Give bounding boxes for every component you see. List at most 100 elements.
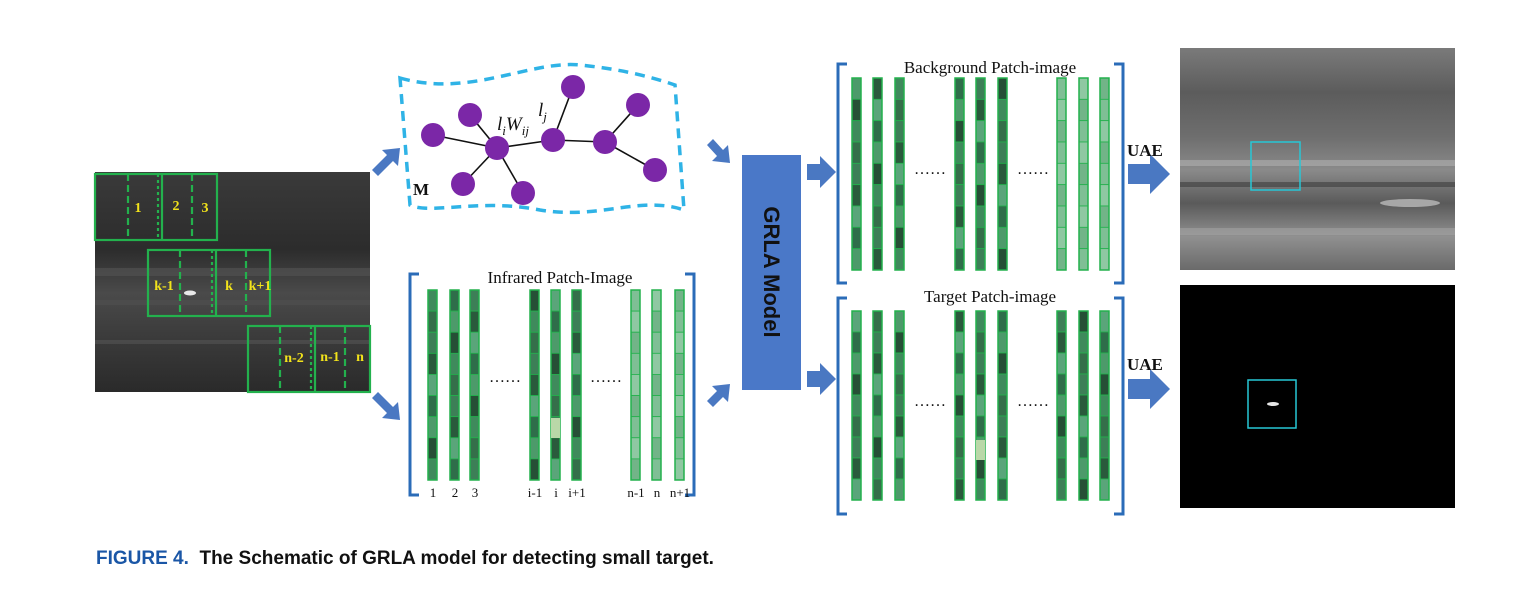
column-label-2: 2 [452,485,459,500]
target-cell [551,418,560,438]
uae-label-background: UAE [1127,141,1163,160]
patch-label-2: 2 [173,199,180,214]
patch-column [975,310,986,501]
bracket-left [836,296,847,516]
patch-column [651,289,662,481]
patch-column [872,77,883,271]
background-patch-columns [851,77,1110,271]
flow-arrows [372,139,1170,420]
manifold-label: M [413,180,429,199]
bracket-right [1114,62,1125,285]
figure-caption: FIGURE 4. The Schematic of GRLA model fo… [96,548,714,570]
arrow-to-patch-image-icon [372,392,400,420]
patch-label-k-1: k-1 [154,279,173,294]
patch-column [427,289,438,481]
graph-node [451,172,475,196]
arrow-to-target-icon [807,363,836,395]
graph-node [541,128,565,152]
patch-column [997,77,1008,271]
target-cell [976,440,985,460]
graph-node [485,136,509,160]
patch-label-n-1: n-1 [320,350,339,365]
graph-nodes [421,75,667,205]
manifold-region: liWijlj M [398,62,686,215]
arrow-patch-to-model-icon [707,384,730,407]
bracket-left [408,272,419,497]
patch-column [851,310,862,501]
target-highlight-box [1250,141,1301,191]
graph-node [643,158,667,182]
target-ellipsis-1: …… [914,393,946,410]
bracket-left [836,62,847,285]
infrared-patch-columns [427,289,685,481]
patch-column [954,77,965,271]
patch-column [894,310,905,501]
manifold-dashed-boundary [398,62,686,215]
grla-model-label: GRLA Model [759,206,784,337]
target-patch-image: Target Patch-image …… …… [836,287,1125,516]
target-output-image [1180,285,1455,508]
patch-column [550,289,561,481]
target-patch-image-title: Target Patch-image [924,287,1056,306]
background-ellipsis-2: …… [1017,161,1049,178]
infrared-patch-image: Infrared Patch-Image …… …… 1 2 3 i-1 i i… [408,268,696,500]
graph-node [458,103,482,127]
patch-column [529,289,540,481]
bracket-right [1114,296,1125,516]
patch-label-n: n [356,350,364,365]
arrow-manifold-to-model-icon [707,139,730,163]
patch-label-k: k [225,279,233,294]
patch-column [872,310,883,501]
patch-label-n-2: n-2 [284,351,303,366]
patch-column [975,77,986,271]
patch-label-1: 1 [135,201,142,216]
figure-caption-label: FIGURE 4. [96,548,189,569]
column-label-n-1: n-1 [627,485,644,500]
patch-column [1078,77,1089,271]
patch-column [674,289,685,481]
background-patch-image-title: Background Patch-image [904,58,1076,77]
patch-column [1056,310,1067,501]
patch-column [954,310,965,501]
patch-window-group-k [146,248,272,318]
background-ellipsis-1: …… [914,161,946,178]
patch-column [469,289,480,481]
figure-caption-text: The Schematic of GRLA model for detectin… [199,548,714,569]
column-label-1: 1 [430,485,437,500]
graph-node [421,123,445,147]
uae-label-target: UAE [1127,355,1163,374]
column-label-n+1: n+1 [670,485,690,500]
patch-labels: 1 2 3 k-1 k k+1 n-2 n-1 n [135,199,365,366]
patch-column [1099,77,1110,271]
graph-node [626,93,650,117]
patch-column [571,289,582,481]
patch-column [1099,310,1110,501]
target-ellipsis-2: …… [1017,393,1049,410]
target-patch-columns [851,310,1110,501]
input-infrared-image [95,172,370,392]
column-label-3: 3 [472,485,479,500]
infrared-ellipsis-1: …… [489,369,521,386]
arrow-to-background-icon [807,156,836,188]
arrow-to-manifold-icon [372,148,400,176]
detected-target-spot [1267,402,1279,406]
patch-column [851,77,862,271]
manifold-edge-label: liWijlj [497,100,547,138]
patch-column [1078,310,1089,501]
patch-column [894,77,905,271]
patch-column [630,289,641,481]
column-label-i+1: i+1 [568,485,585,500]
background-output-image [1180,48,1455,270]
patch-column [449,289,460,481]
patch-label-k+1: k+1 [249,279,272,294]
background-patch-image: Background Patch-image …… …… [836,58,1125,285]
arrow-uae-target-icon [1128,369,1170,409]
infrared-column-labels: 1 2 3 i-1 i i+1 n-1 n n+1 [430,485,690,500]
graph-node [561,75,585,99]
column-label-i: i [554,485,558,500]
graph-node [593,130,617,154]
column-label-n: n [654,485,661,500]
patch-window-group-n [246,324,372,394]
infrared-ellipsis-2: …… [590,369,622,386]
